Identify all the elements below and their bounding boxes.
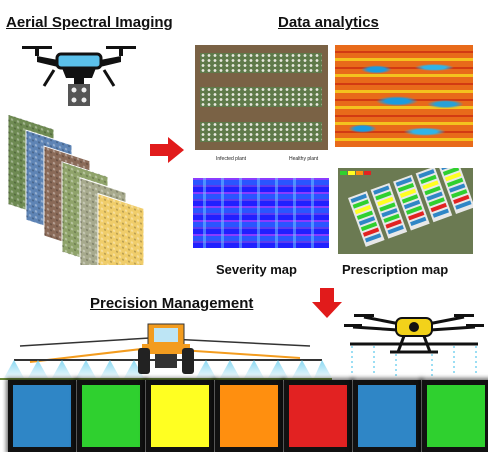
aerial-imaging-title: Aerial Spectral Imaging xyxy=(6,14,173,31)
prescription-map-image xyxy=(338,168,473,254)
crop-rows-image xyxy=(195,45,328,150)
management-zone-5 xyxy=(284,380,352,452)
vegetation-index-map xyxy=(335,45,473,147)
arrow-down-icon xyxy=(312,288,342,318)
precision-management-title: Precision Management xyxy=(90,295,254,312)
healthy-plant-label: Healthy plant xyxy=(289,156,319,162)
severity-map-label: Severity map xyxy=(216,262,297,277)
spectral-layers-icon xyxy=(7,115,145,265)
drone-icon xyxy=(22,46,136,106)
management-zone-7 xyxy=(422,380,488,452)
management-zone-1 xyxy=(8,380,76,452)
data-analytics-title: Data analytics xyxy=(278,14,379,31)
arrow-right-icon xyxy=(150,137,184,163)
severity-map-image xyxy=(193,178,329,248)
prescription-map-label: Prescription map xyxy=(342,262,449,277)
management-zone-4 xyxy=(215,380,283,452)
management-zone-3 xyxy=(146,380,214,452)
tractor-sprayer-icon xyxy=(0,323,332,380)
infected-plant-label: Infected plant xyxy=(216,156,247,162)
spray-drone-icon xyxy=(344,314,484,376)
management-zone-6 xyxy=(353,380,421,452)
management-zone-2 xyxy=(77,380,145,452)
